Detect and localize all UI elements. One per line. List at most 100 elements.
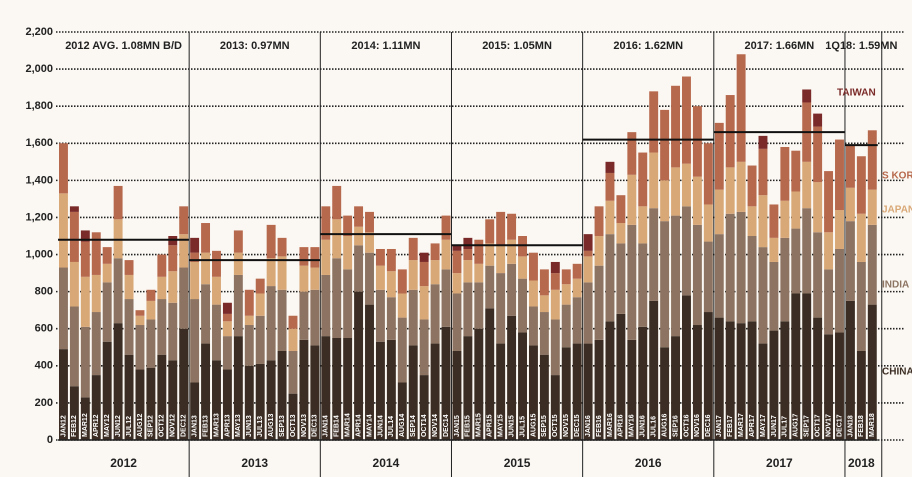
period-label: 2012 AVG. 1.08MN B/D bbox=[65, 40, 182, 52]
period-label: 2013: 0.97MN bbox=[220, 40, 290, 52]
bar-segment bbox=[758, 135, 768, 149]
bar-segment bbox=[692, 106, 702, 177]
series-label: S KORE bbox=[882, 171, 912, 182]
bar-segment bbox=[572, 343, 582, 440]
bar-segment bbox=[124, 260, 134, 275]
bar-segment bbox=[113, 323, 123, 440]
bar-segment bbox=[485, 265, 495, 309]
bar-segment bbox=[190, 382, 200, 440]
x-tick-label: NOV16 bbox=[694, 414, 701, 437]
bar-segment bbox=[605, 200, 615, 235]
bar-segment bbox=[474, 282, 484, 329]
bar-segment bbox=[69, 211, 79, 262]
bar-segment bbox=[135, 310, 145, 316]
x-tick-label: JUN12 bbox=[115, 415, 122, 437]
x-tick-label: FEB12 bbox=[71, 415, 78, 437]
bar-segment bbox=[419, 252, 429, 262]
bar-segment bbox=[419, 375, 429, 440]
bar-segment bbox=[277, 237, 287, 257]
bar-segment bbox=[91, 274, 101, 313]
bar-segment bbox=[758, 195, 768, 248]
x-tick-label: DEC12 bbox=[181, 414, 188, 437]
bar-segment bbox=[212, 304, 221, 361]
bar-segment bbox=[222, 336, 232, 370]
bar-segment bbox=[190, 237, 200, 253]
bar-segment bbox=[397, 293, 407, 318]
bar-segment bbox=[430, 260, 440, 285]
bar-segment bbox=[561, 269, 571, 285]
bar-segment bbox=[758, 343, 768, 440]
bar-segment bbox=[80, 276, 90, 327]
y-tick-label: 400 bbox=[35, 360, 53, 372]
series-label: JAPAN bbox=[882, 205, 912, 216]
bar-segment bbox=[572, 278, 582, 298]
bar-segment bbox=[397, 382, 407, 440]
bar-segment bbox=[135, 325, 145, 370]
bar-segment bbox=[91, 312, 101, 376]
x-tick-label: APR15 bbox=[487, 414, 494, 437]
bar-segment bbox=[769, 204, 779, 238]
bar-segment bbox=[452, 273, 462, 294]
bar-segment bbox=[233, 336, 243, 440]
bar-segment bbox=[343, 215, 353, 236]
bar-segment bbox=[408, 237, 418, 261]
x-tick-label: JUN13 bbox=[246, 415, 253, 437]
bar-segment bbox=[441, 326, 451, 440]
bar-segment bbox=[463, 336, 473, 440]
bar-segment bbox=[135, 315, 145, 326]
bar-segment bbox=[845, 145, 855, 188]
bar-segment bbox=[791, 293, 801, 440]
bar-segment bbox=[80, 241, 90, 277]
bar-segment bbox=[222, 302, 232, 314]
bar-segment bbox=[354, 206, 364, 227]
x-tick-label: MAR14 bbox=[344, 413, 351, 437]
series-label: INDIA bbox=[882, 280, 909, 291]
x-tick-label: MAY15 bbox=[498, 414, 505, 437]
bar-segment bbox=[802, 208, 812, 294]
bar-segment bbox=[561, 284, 571, 305]
period-label: 1Q18: 1.59MN bbox=[825, 40, 897, 52]
x-tick-label: JUL15 bbox=[519, 416, 526, 437]
year-label: 2012 bbox=[110, 456, 137, 470]
bar-segment bbox=[321, 274, 331, 337]
bar-segment bbox=[627, 339, 637, 440]
bar-segment bbox=[168, 302, 178, 361]
bar-segment bbox=[496, 211, 506, 246]
x-tick-label: APR13 bbox=[224, 414, 231, 437]
bar-segment bbox=[91, 375, 101, 440]
bar-segment bbox=[408, 289, 418, 346]
year-label: 2015 bbox=[504, 456, 531, 470]
bar-segment bbox=[408, 345, 418, 440]
y-tick-label: 800 bbox=[35, 286, 53, 298]
bar-segment bbox=[277, 256, 287, 290]
bar-segment bbox=[365, 304, 374, 440]
bar-segment bbox=[638, 152, 648, 207]
bar-segment bbox=[813, 232, 823, 318]
bar-segment bbox=[299, 247, 309, 266]
x-tick-label: SEP12 bbox=[148, 415, 155, 437]
bar-segment bbox=[430, 343, 440, 440]
bar-segment bbox=[80, 326, 90, 398]
x-tick-label: OCT17 bbox=[814, 414, 821, 437]
bar-segment bbox=[703, 204, 713, 242]
bar-segment bbox=[408, 260, 418, 290]
bar-segment bbox=[321, 239, 331, 275]
x-tick-label: APR14 bbox=[355, 414, 362, 437]
x-tick-label: JAN14 bbox=[323, 415, 330, 437]
bar-segment bbox=[518, 332, 527, 440]
bar-segment bbox=[671, 336, 681, 440]
bar-segment bbox=[824, 171, 834, 233]
bar-segment bbox=[605, 234, 615, 322]
x-tick-label: FEB18 bbox=[858, 415, 865, 437]
bar-segment bbox=[572, 297, 582, 344]
year-label: 2018 bbox=[848, 456, 875, 470]
x-tick-label: OCT14 bbox=[421, 414, 428, 437]
bar-segment bbox=[135, 369, 145, 440]
bar-segment bbox=[168, 360, 178, 440]
x-tick-label: AUG12 bbox=[137, 414, 144, 437]
bar-segment bbox=[802, 293, 812, 440]
x-tick-label: APR16 bbox=[618, 414, 625, 437]
bar-segment bbox=[835, 139, 844, 211]
bar-segment bbox=[80, 397, 90, 440]
bar-segment bbox=[605, 321, 615, 440]
